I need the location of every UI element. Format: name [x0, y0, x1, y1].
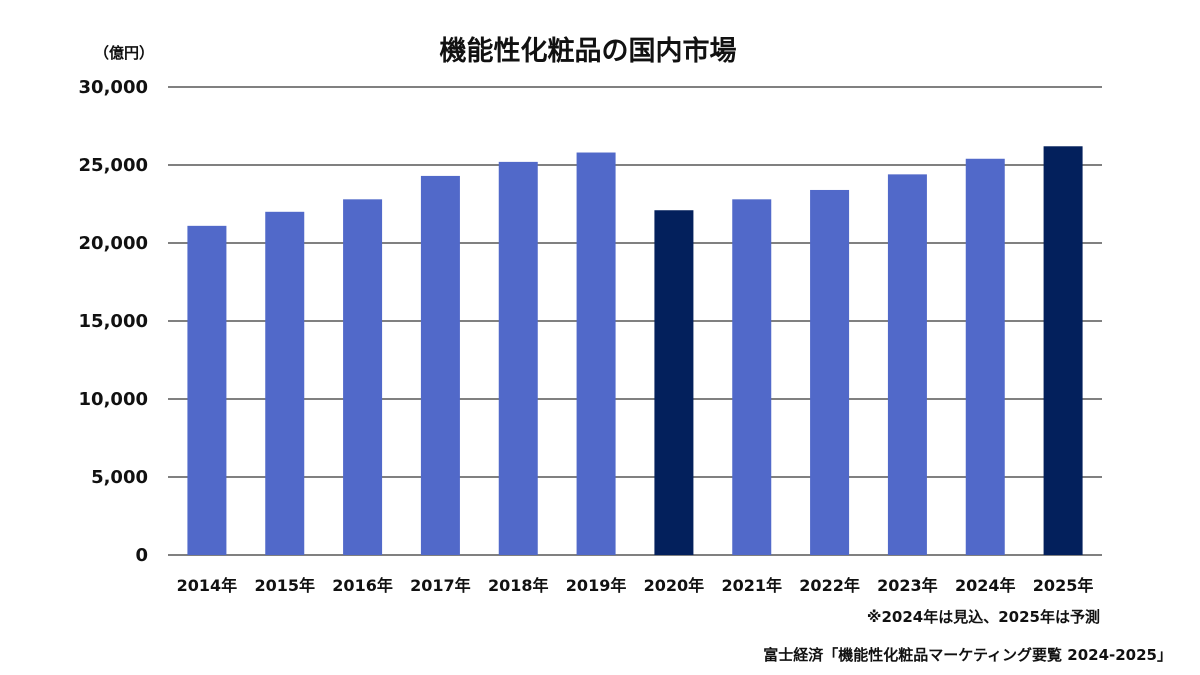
x-tick-label: 2017年: [410, 576, 471, 595]
x-tick-label: 2022年: [799, 576, 860, 595]
x-tick-label: 2019年: [566, 576, 627, 595]
y-tick-label: 25,000: [79, 155, 148, 176]
x-tick-label: 2018年: [488, 576, 549, 595]
source-note: 富士経済「機能性化粧品マーケティング要覧 2024-2025」: [763, 646, 1172, 664]
bar-2025年: [1043, 146, 1083, 555]
bar-2017年: [420, 175, 460, 556]
y-tick-label: 30,000: [79, 77, 148, 98]
x-tick-label: 2025年: [1033, 576, 1094, 595]
bar-2022年: [810, 189, 850, 555]
bar-2024年: [965, 158, 1005, 555]
gridlines: [168, 86, 1102, 556]
bar-2019年: [576, 152, 616, 555]
chart-title: 機能性化粧品の国内市場: [440, 35, 737, 67]
y-tick-label: 10,000: [79, 389, 148, 410]
y-axis-unit-label: （億円）: [94, 44, 154, 62]
bar-2020年: [654, 210, 694, 556]
x-tick-label: 2014年: [177, 576, 238, 595]
y-tick-label: 5,000: [91, 467, 148, 488]
x-tick-label: 2023年: [877, 576, 938, 595]
bar-2018年: [498, 161, 538, 555]
bar-2021年: [732, 199, 772, 555]
x-tick-label: 2020年: [644, 576, 705, 595]
y-tick-label: 20,000: [79, 233, 148, 254]
forecast-note: ※2024年は見込、2025年は予測: [867, 608, 1100, 626]
bars: [187, 146, 1083, 556]
bar-2015年: [265, 211, 305, 556]
y-tick-label: 0: [135, 545, 148, 566]
x-tick-label: 2021年: [721, 576, 782, 595]
bar-2023年: [887, 174, 927, 556]
bar-2016年: [343, 199, 383, 555]
x-tick-label: 2016年: [332, 576, 393, 595]
bar-2014年: [187, 225, 227, 555]
y-tick-label: 15,000: [79, 311, 148, 332]
x-axis-ticks: 2014年 2015年 2016年 2017年 2018年 2019年 2020年 2021年…: [177, 576, 1094, 595]
x-tick-label: 2015年: [254, 576, 315, 595]
x-tick-label: 2024年: [955, 576, 1016, 595]
y-axis-ticks: 0 5,000 10,000 15,000 20,000 25,000 30,000: [79, 77, 148, 566]
